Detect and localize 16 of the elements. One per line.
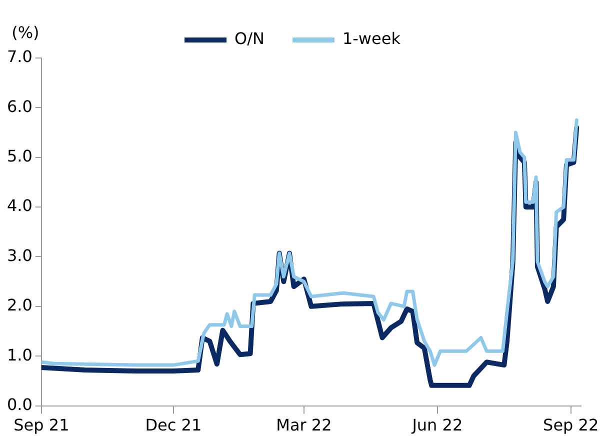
legend-label: O/N bbox=[234, 29, 264, 48]
y-tick-label: 5.0 bbox=[6, 146, 32, 166]
y-tick-label: 4.0 bbox=[6, 196, 32, 216]
y-tick-label: 3.0 bbox=[6, 246, 32, 265]
x-tick-label: Sep 21 bbox=[14, 416, 70, 435]
x-tick-label: Jun 22 bbox=[411, 416, 463, 435]
y-tick-label: 1.0 bbox=[6, 345, 32, 364]
y-tick-label: 7.0 bbox=[6, 47, 32, 66]
y-tick-label: 2.0 bbox=[6, 296, 32, 315]
legend-label: 1-week bbox=[342, 29, 402, 48]
x-tick-label: Mar 22 bbox=[276, 416, 332, 435]
y-tick-label: 0.0 bbox=[6, 394, 32, 414]
x-tick-label: Sep 22 bbox=[543, 416, 599, 435]
y-axis-title: (%) bbox=[12, 23, 40, 42]
x-tick-label: Dec 21 bbox=[145, 416, 202, 435]
y-tick-label: 6.0 bbox=[6, 96, 32, 116]
